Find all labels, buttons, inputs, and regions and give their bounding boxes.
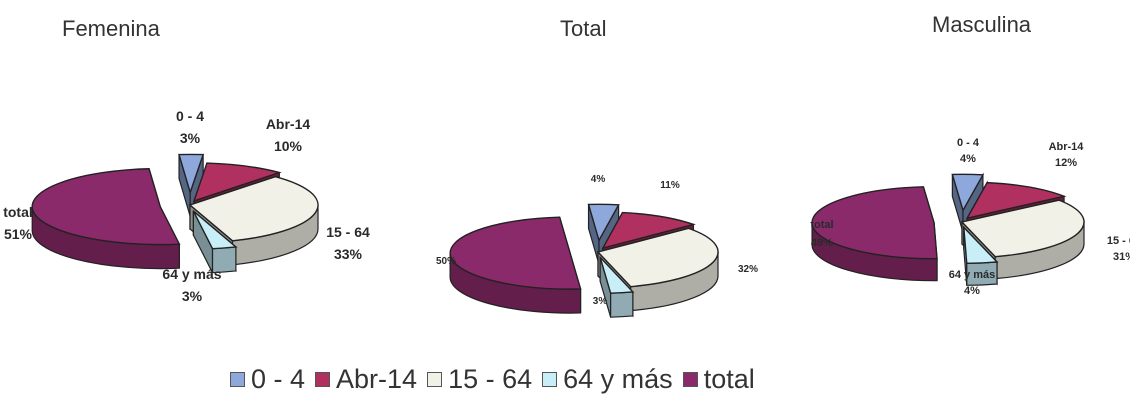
chart-title-total: Total bbox=[560, 16, 607, 41]
pie-category-label-masculina-total: total bbox=[810, 219, 833, 231]
chart-title-masculina: Masculina bbox=[932, 12, 1032, 37]
pie-value-label-total-0-4: 4% bbox=[591, 174, 606, 185]
pie-value-label-femenina-15-64: 33% bbox=[334, 246, 363, 262]
pie-value-label-masculina-64-y-m-s: 4% bbox=[964, 285, 980, 297]
legend-label-15-64: 15 - 64 bbox=[448, 364, 533, 394]
legend-item-64-y-mas: 64 y más bbox=[542, 364, 673, 395]
pie-category-label-masculina-64-y-m-s: 64 y más bbox=[949, 269, 995, 281]
legend-swatch-total bbox=[682, 372, 698, 387]
pie-category-label-femenina-abr-14: Abr-14 bbox=[266, 116, 311, 132]
chart-legend: 0 - 4 Abr-14 15 - 64 64 y más total bbox=[230, 364, 765, 395]
pie-value-label-masculina-15-64: 31% bbox=[1113, 251, 1130, 263]
legend-item-0-4: 0 - 4 bbox=[230, 364, 305, 395]
pie-slice-total-64-y-m-s bbox=[599, 255, 635, 318]
legend-swatch-64-y-mas bbox=[542, 372, 558, 387]
pie-value-label-femenina-total: 51% bbox=[4, 226, 33, 242]
pie-category-label-femenina-64-y-m-s: 64 y más bbox=[162, 266, 221, 282]
legend-swatch-15-64 bbox=[427, 372, 443, 387]
pie-value-label-total-abr-14: 11% bbox=[660, 180, 680, 191]
pie-femenina: 0 - 4 3% Abr-14 10% 15 - 64 33% 64 y más 3% tota… bbox=[3, 108, 370, 304]
legend-swatch-0-4 bbox=[230, 372, 245, 387]
pie-category-label-femenina-total: total bbox=[3, 204, 33, 220]
chart-title-femenina: Femenina bbox=[62, 16, 160, 41]
pie-value-label-total-total: 50% bbox=[436, 256, 456, 267]
pie-category-label-femenina-15-64: 15 - 64 bbox=[326, 224, 370, 240]
pie-slice-femenina-64-y-m-s bbox=[192, 209, 238, 274]
legend-label-64-y-mas: 64 y más bbox=[563, 364, 673, 394]
pie-value-label-total-15-64: 32% bbox=[738, 264, 758, 275]
legend-item-15-64: 15 - 64 bbox=[427, 364, 532, 395]
legend-label-total: total bbox=[703, 364, 755, 394]
pie-category-label-femenina-0-4: 0 - 4 bbox=[176, 108, 204, 124]
pie-slice-femenina-total bbox=[31, 168, 181, 270]
pie-slice-masculina-total bbox=[811, 186, 938, 282]
pie-value-label-femenina-0-4: 3% bbox=[180, 130, 201, 146]
legend-label-0-4: 0 - 4 bbox=[251, 364, 306, 394]
pie-category-label-masculina-abr-14: Abr-14 bbox=[1049, 141, 1085, 153]
pie-value-label-total-64-y-m-s: 3% bbox=[593, 296, 608, 307]
pie-category-label-masculina-15-64: 15 - 64 bbox=[1107, 235, 1130, 247]
legend-label-abr-14: Abr-14 bbox=[336, 364, 418, 394]
legend-item-abr-14: Abr-14 bbox=[315, 364, 417, 395]
pie-slice-masculina-64-y-m-s bbox=[962, 225, 999, 286]
pie-masculina: 0 - 4 4% Abr-14 12% 15 - 64 31% 64 y más 4% tota… bbox=[810, 137, 1130, 297]
pie-value-label-masculina-0-4: 4% bbox=[960, 153, 976, 165]
pie-category-label-masculina-0-4: 0 - 4 bbox=[957, 137, 980, 149]
pie-value-label-masculina-total: 49% bbox=[811, 237, 833, 249]
pie-value-label-femenina-64-y-m-s: 3% bbox=[182, 288, 203, 304]
legend-swatch-abr-14 bbox=[315, 372, 331, 387]
pie-slice-total-total bbox=[449, 216, 582, 314]
pie-total: 4% 11% 32% 3% 50% bbox=[436, 174, 758, 318]
pie-value-label-masculina-abr-14: 12% bbox=[1055, 157, 1077, 169]
legend-item-total: total bbox=[682, 364, 755, 395]
pie-value-label-femenina-abr-14: 10% bbox=[274, 138, 303, 154]
